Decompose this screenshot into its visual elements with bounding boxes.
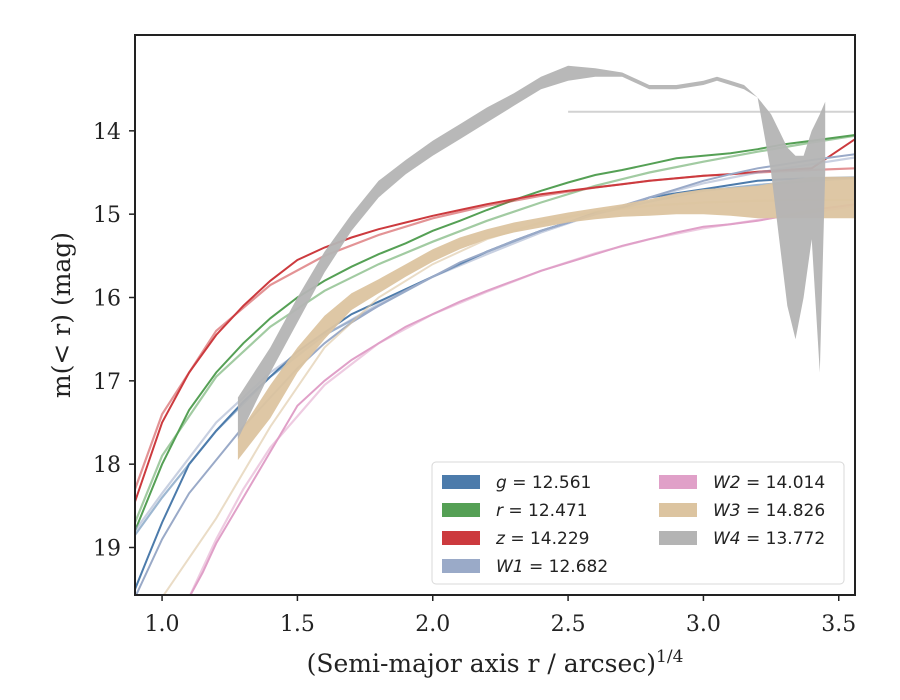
series-w4 [237,65,855,440]
legend-item-w1: W1 = 12.682 [442,557,608,577]
legend: g = 12.561 r = 12.471 z = 14.229 W1 = 12.68… [431,461,845,585]
y-axis-label: m(< r) (mag) [47,232,76,398]
legend-item-w4: W4 = 13.772 [659,529,825,549]
legend-label: z = 14.229 [495,529,589,549]
legend-swatch [442,475,480,489]
legend-item-z: z = 14.229 [442,529,589,549]
legend-label: g = 12.561 [496,473,591,493]
legend-item-g: g = 12.561 [442,473,591,493]
x-axis-label-superscript: 1/4 [656,647,683,667]
legend-item-w2: W2 = 14.014 [659,473,825,493]
series-w2 [189,203,855,595]
y-tick-label: 15 [93,203,121,228]
ticks-layer: 1.0 1.5 2.0 2.5 3.0 3.5 14 15 16 17 18 19 [93,120,856,637]
legend-swatch [442,531,480,545]
series-z [135,138,855,503]
legend-swatch [442,559,480,573]
legend-item-r: r = 12.471 [442,501,588,521]
x-tick-label: 3.5 [821,612,856,637]
model-r [135,134,855,523]
legend-label: W3 = 14.826 [713,501,825,521]
x-tick-label: 1.0 [145,612,180,637]
series-layer [135,65,855,595]
y-tick-label: 18 [93,453,121,478]
x-tick-label: 3.0 [686,612,721,637]
legend-label: r = 12.471 [496,501,588,521]
y-tick-label: 14 [93,120,121,145]
legend-swatch [659,531,697,545]
series-r [135,134,855,532]
y-tick-label: 16 [93,287,121,312]
model-w1 [135,156,855,532]
plot-frame [134,34,856,596]
legend-frame [431,461,845,585]
x-tick-label: 1.5 [280,612,315,637]
legend-label: W2 = 14.014 [713,473,825,493]
x-tick-label: 2.0 [415,612,450,637]
legend-item-w3: W3 = 14.826 [659,501,825,521]
legend-label: W1 = 12.682 [496,557,608,577]
x-axis-label-text: (Semi-major axis r / arcsec) [307,649,656,678]
y-tick-label: 17 [93,370,121,395]
legend-swatch [442,503,480,517]
line-w2 [189,203,855,595]
legend-swatch [659,475,697,489]
legend-swatch [659,503,697,517]
y-tick-label: 19 [93,537,121,562]
line-r [135,134,855,532]
line-z [135,138,855,503]
x-axis-label: (Semi-major axis r / arcsec)1/4 [307,647,684,678]
legend-label: W4 = 13.772 [713,529,825,549]
model-w3 [162,199,855,595]
x-tick-label: 2.5 [551,612,586,637]
